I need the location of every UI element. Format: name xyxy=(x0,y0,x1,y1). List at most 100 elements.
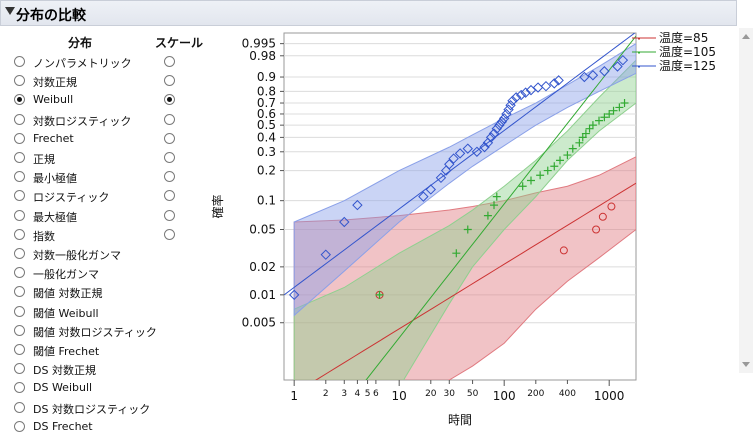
distribution-option[interactable]: 正規 xyxy=(14,149,234,167)
distribution-option[interactable]: 対数一般化ガンマ xyxy=(14,245,234,263)
data-point-diamond xyxy=(462,143,473,154)
scroll-down-icon[interactable] xyxy=(742,362,750,367)
scale-radio[interactable] xyxy=(164,113,175,125)
scale-radio[interactable] xyxy=(164,209,175,221)
distribution-radio[interactable] xyxy=(14,420,25,432)
title-bar[interactable]: 分布の比較 xyxy=(0,0,737,26)
distribution-radio[interactable] xyxy=(14,209,25,221)
distribution-radio[interactable] xyxy=(14,401,25,413)
data-point-diamond xyxy=(471,146,483,157)
data-point-circle xyxy=(598,212,607,221)
distribution-radio[interactable] xyxy=(14,382,25,394)
data-point-diamond xyxy=(579,71,590,83)
distribution-radio[interactable] xyxy=(14,94,25,106)
distribution-radio[interactable] xyxy=(14,113,25,125)
distribution-radio[interactable] xyxy=(14,190,25,202)
distribution-option[interactable]: DS Weibull xyxy=(14,379,234,397)
distribution-radio[interactable] xyxy=(14,305,25,317)
distribution-option[interactable]: 閾値 対数ロジスティック xyxy=(14,322,234,340)
data-point-diamond xyxy=(540,80,552,92)
data-point-diamond xyxy=(425,184,436,195)
distribution-label: DS 対数正規 xyxy=(33,364,96,378)
vertical-scrollbar[interactable] xyxy=(739,28,753,373)
data-point-diamond xyxy=(320,249,331,260)
distribution-radio[interactable] xyxy=(14,228,25,240)
distribution-label: 正規 xyxy=(33,153,55,166)
distribution-option[interactable]: DS 対数正規 xyxy=(14,360,234,378)
distribution-option[interactable]: DS Frechet xyxy=(14,418,234,436)
data-point-plus xyxy=(550,162,559,171)
distribution-option[interactable]: 対数正規 xyxy=(14,72,234,90)
distribution-option[interactable]: Frechet xyxy=(14,130,234,148)
scale-radio[interactable] xyxy=(164,190,175,202)
distribution-radio[interactable] xyxy=(14,286,25,298)
scroll-up-icon[interactable] xyxy=(742,34,750,39)
distribution-radio[interactable] xyxy=(14,248,25,259)
distribution-label: 指数 xyxy=(33,229,55,243)
distribution-label: 対数ロジスティック xyxy=(33,114,132,128)
distribution-radio[interactable] xyxy=(14,363,25,375)
distribution-option[interactable]: 最小極値 xyxy=(14,168,234,186)
x-tick-label: 4 xyxy=(355,389,361,399)
scale-radio[interactable] xyxy=(164,75,175,87)
x-tick-label: 30 xyxy=(444,389,456,399)
data-point-plus xyxy=(536,171,545,180)
distribution-label: 最小極値 xyxy=(33,172,77,186)
data-point-plus xyxy=(490,201,499,210)
distribution-option[interactable]: 閾値 Weibull xyxy=(14,303,234,321)
distribution-radio[interactable] xyxy=(14,344,25,355)
x-tick-label: 1 xyxy=(290,389,298,403)
distribution-radio[interactable] xyxy=(14,324,25,336)
data-point-diamond xyxy=(454,148,466,159)
data-point-plus xyxy=(518,182,527,191)
x-tick-label: 1000 xyxy=(594,389,625,403)
distribution-option[interactable]: 対数ロジスティック xyxy=(14,111,234,129)
data-point-diamond xyxy=(444,159,455,170)
data-point-diamond xyxy=(496,116,508,127)
distribution-radio[interactable] xyxy=(14,171,25,183)
scale-radio[interactable] xyxy=(164,56,175,67)
scale-radio[interactable] xyxy=(164,171,175,183)
distribution-option[interactable]: 閾値 対数正規 xyxy=(14,283,234,301)
data-point-plus xyxy=(543,166,552,175)
collapse-triangle-icon[interactable] xyxy=(5,7,15,15)
distribution-radio[interactable] xyxy=(14,132,25,144)
distribution-option[interactable]: 指数 xyxy=(14,226,234,244)
scale-radio[interactable] xyxy=(164,132,175,144)
distribution-option[interactable]: 一般化ガンマ xyxy=(14,264,234,282)
data-point-plus xyxy=(452,249,461,258)
distribution-option[interactable]: 最大極値 xyxy=(14,207,234,225)
legend-label: 温度=85 xyxy=(659,30,708,45)
distribution-label: ロジスティック xyxy=(33,191,110,205)
y-tick-label: 0.02 xyxy=(249,260,276,274)
data-point-plus xyxy=(555,156,564,165)
distribution-option[interactable]: ロジスティック xyxy=(14,187,234,205)
x-tick-label: 3 xyxy=(341,389,347,399)
data-point-diamond xyxy=(515,89,527,101)
data-point-diamond xyxy=(352,199,363,211)
scale-radio[interactable] xyxy=(164,94,175,106)
scale-radio[interactable] xyxy=(164,152,175,163)
data-point-circle xyxy=(607,202,616,211)
data-point-plus xyxy=(575,138,584,147)
distribution-label: 最大極値 xyxy=(33,210,77,224)
distribution-radio[interactable] xyxy=(14,75,25,87)
y-tick-label: 0.995 xyxy=(242,37,276,51)
distribution-radio[interactable] xyxy=(14,267,25,279)
distribution-option[interactable]: DS 対数ロジスティック xyxy=(14,399,234,417)
data-point-diamond xyxy=(612,61,623,72)
y-tick-label: 0.98 xyxy=(249,49,276,63)
distribution-radio[interactable] xyxy=(14,152,25,163)
data-point-plus xyxy=(605,109,614,118)
scale-radio[interactable] xyxy=(164,228,175,240)
x-tick-label: 5 xyxy=(365,389,371,399)
distribution-option[interactable]: 閾値 Frechet xyxy=(14,341,234,359)
distribution-option[interactable]: ノンパラメトリック xyxy=(14,53,234,71)
y-tick-label: 0.005 xyxy=(242,316,276,330)
data-point-diamond xyxy=(498,113,510,124)
distribution-radio[interactable] xyxy=(14,56,25,67)
distribution-option[interactable]: Weibull xyxy=(14,91,234,109)
data-point-plus xyxy=(483,211,492,220)
distribution-label: ノンパラメトリック xyxy=(33,57,132,70)
